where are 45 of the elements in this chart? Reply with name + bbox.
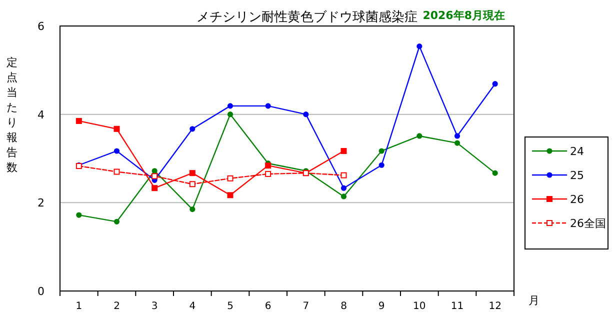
point <box>227 112 234 118</box>
point <box>416 44 422 50</box>
chart-title: メチシリン耐性黄色ブドウ球菌感染症 <box>196 10 418 25</box>
point <box>378 148 384 154</box>
point <box>378 162 384 168</box>
point <box>114 168 120 175</box>
text: 2026年8月現在 <box>422 9 505 22</box>
legend-label: 25 <box>570 169 584 182</box>
point <box>152 185 158 192</box>
point <box>303 112 309 118</box>
legend-label: 26全国 <box>570 217 606 230</box>
x-axis-title: 月 <box>528 294 540 307</box>
point <box>190 126 196 132</box>
point <box>492 81 498 87</box>
point <box>492 170 498 176</box>
point <box>340 172 347 178</box>
y-tick-label: 4 <box>38 108 44 122</box>
point <box>189 181 196 188</box>
point <box>227 192 234 198</box>
point <box>340 185 347 191</box>
y-tick-label: 2 <box>38 196 44 210</box>
point <box>265 170 272 177</box>
point <box>416 133 422 139</box>
point <box>454 133 460 139</box>
legend-label: 24 <box>570 145 584 158</box>
point <box>340 148 347 154</box>
point <box>227 175 234 182</box>
point <box>454 140 460 146</box>
point <box>265 103 271 109</box>
legend-label: 26 <box>570 193 584 206</box>
point <box>76 118 82 124</box>
y-tick-label: 0 <box>38 285 44 298</box>
point <box>114 126 120 132</box>
y-tick-label: 6 <box>38 20 44 33</box>
point <box>265 162 272 169</box>
point <box>190 206 196 212</box>
y-axis-title: 定点当たり報告数 <box>6 56 18 174</box>
point <box>227 103 234 109</box>
point <box>152 173 158 180</box>
point <box>76 212 82 218</box>
point <box>152 168 158 174</box>
point <box>114 218 120 224</box>
point <box>340 194 347 200</box>
point <box>189 170 196 176</box>
point <box>114 148 120 154</box>
